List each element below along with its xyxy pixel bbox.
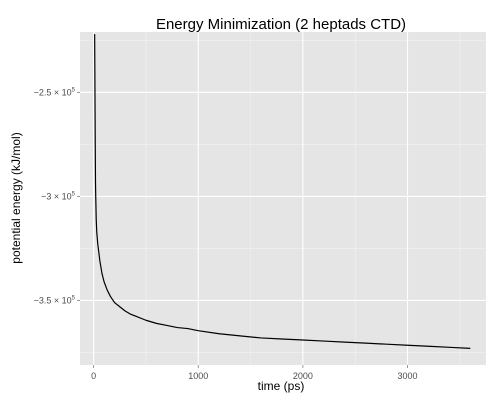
energy-series-line [94, 34, 471, 349]
y-tick-label: −3 × 105 [41, 191, 76, 201]
y-tick-label: −3.5 × 105 [34, 295, 76, 305]
x-tick-label: 3000 [398, 371, 418, 381]
x-tick-label: 0 [91, 371, 96, 381]
y-axis-title: potential energy (kJ/mol) [9, 132, 23, 263]
x-axis-title: time (ps) [258, 379, 305, 393]
y-axis-ticks: −2.5 × 105 −3 × 105 −3.5 × 105 [34, 87, 80, 305]
x-axis-ticks: 0 1000 2000 3000 [91, 365, 418, 381]
y-tick-label: −2.5 × 105 [34, 87, 76, 97]
chart-title: Energy Minimization (2 heptads CTD) [156, 16, 406, 33]
series-layer [94, 34, 471, 349]
x-tick-label: 1000 [188, 371, 208, 381]
plot-panel [80, 32, 486, 365]
minor-gridlines [80, 32, 486, 365]
x-tick-label: 2000 [293, 371, 313, 381]
major-gridlines [80, 32, 486, 365]
